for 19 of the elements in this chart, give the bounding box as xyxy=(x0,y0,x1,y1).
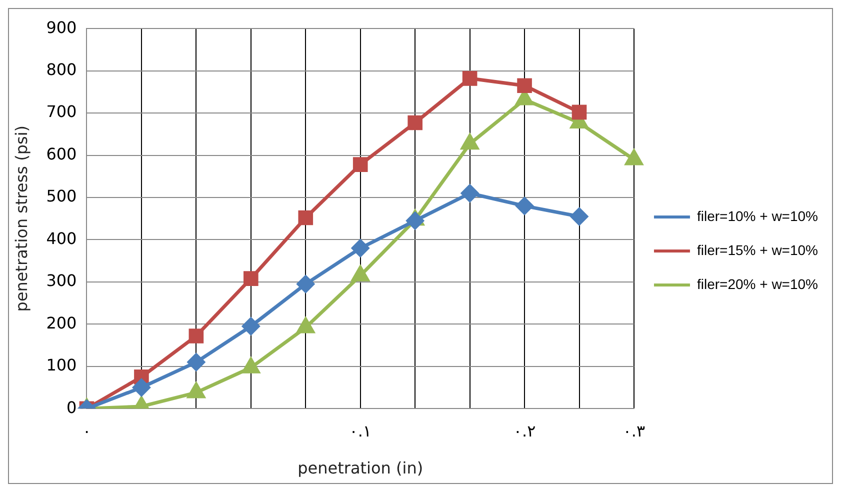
legend-label: filer=15% + w=10% xyxy=(696,242,818,258)
y-tick-label: 300 xyxy=(46,271,77,290)
y-tick-label: 100 xyxy=(46,356,77,375)
y-tick-label: 600 xyxy=(46,144,77,164)
x-tick-label: ٠.٢ xyxy=(513,421,536,440)
y-tick-label: 900 xyxy=(46,18,77,37)
y-tick-label: 500 xyxy=(46,186,77,206)
x-tick-label: ٠.٣ xyxy=(622,421,646,440)
x-axis-title: penetration (in) xyxy=(298,458,424,478)
legend-label: filer=20% + w=10% xyxy=(696,276,818,292)
x-tick-label: ٠ xyxy=(82,421,92,440)
y-tick-label: 400 xyxy=(46,228,77,248)
y-axis-title: penetration stress (psi) xyxy=(12,125,31,312)
legend-label: filer=10% + w=10% xyxy=(696,208,818,224)
x-tick-label: ٠.١ xyxy=(349,421,372,440)
y-tick-label: 800 xyxy=(46,60,77,79)
y-tick-label: 200 xyxy=(46,313,77,332)
y-tick-label: 0 xyxy=(66,398,77,417)
y-tick-label: 700 xyxy=(46,102,77,122)
